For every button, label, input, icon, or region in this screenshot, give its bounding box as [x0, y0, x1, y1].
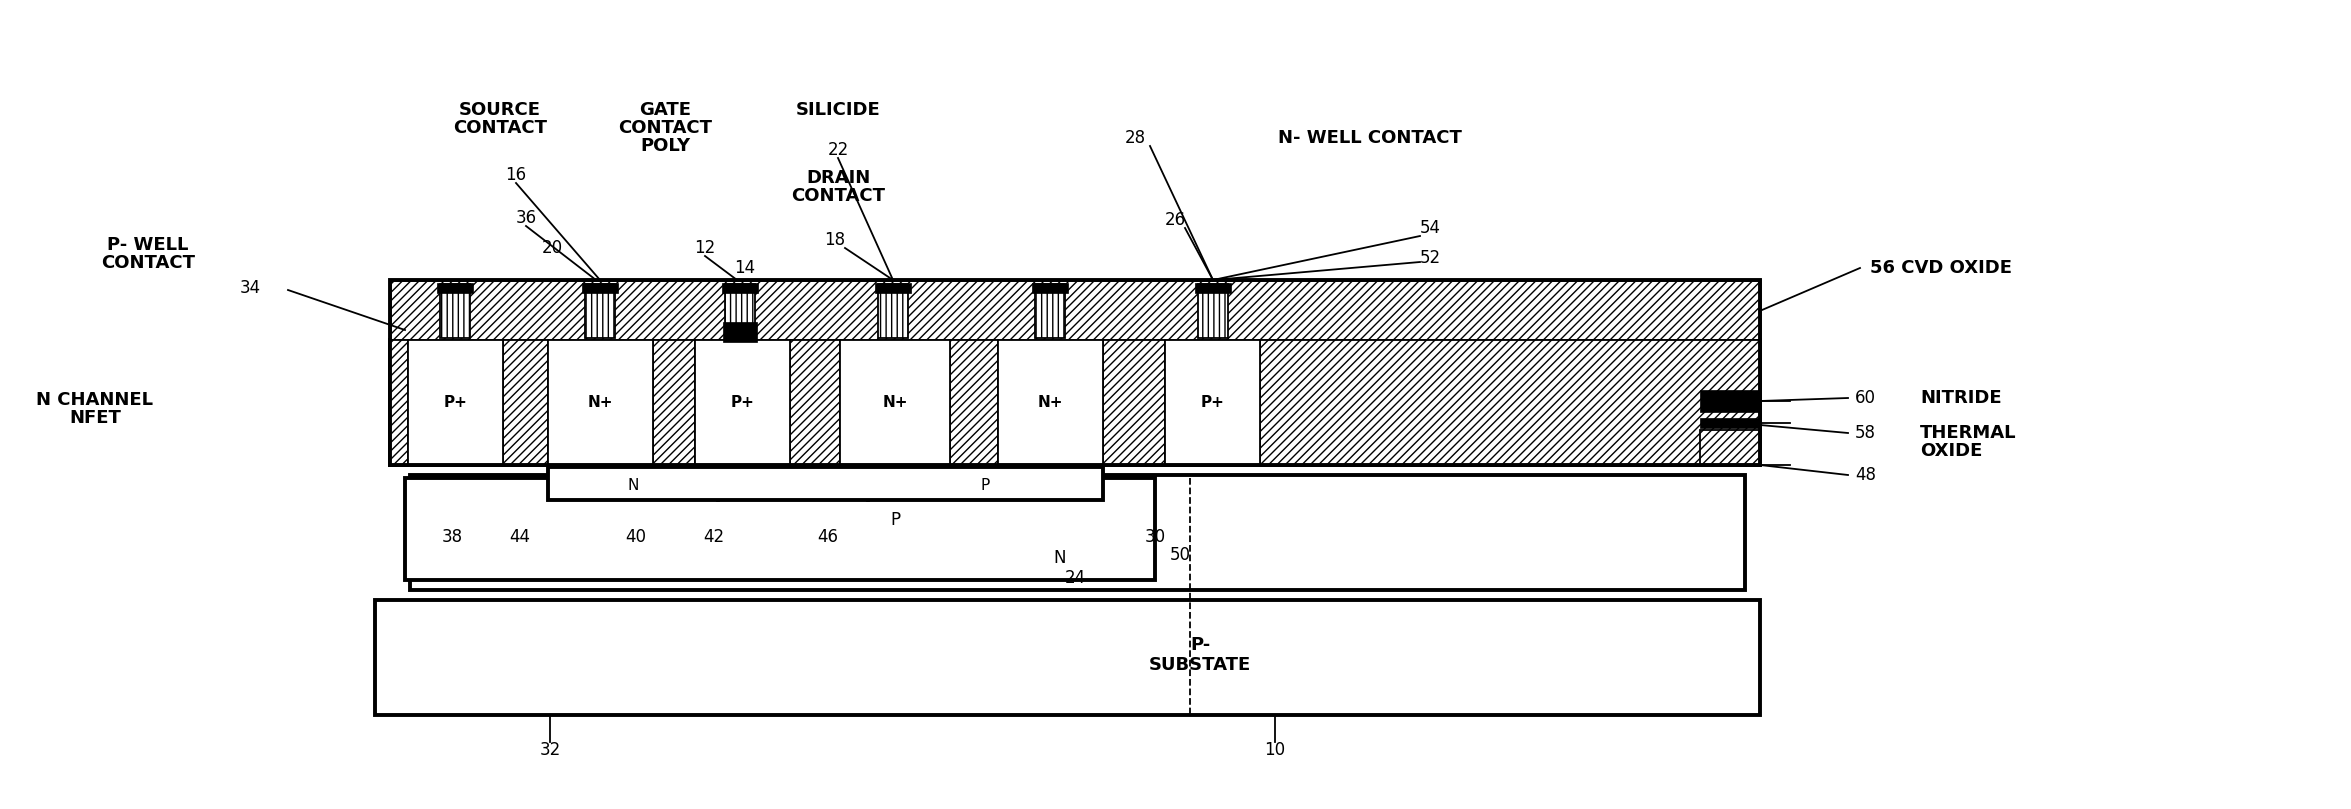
Text: 38: 38: [442, 528, 463, 546]
Bar: [437, 283, 473, 293]
Bar: [1700, 390, 1761, 412]
Bar: [1032, 283, 1067, 293]
Text: P- WELL: P- WELL: [108, 236, 188, 254]
Bar: [724, 284, 755, 338]
Text: N+: N+: [588, 395, 614, 410]
Text: CONTACT: CONTACT: [454, 119, 548, 137]
Text: N+: N+: [882, 395, 907, 410]
Text: CONTACT: CONTACT: [101, 254, 195, 272]
Bar: [654, 340, 696, 465]
Bar: [696, 340, 790, 465]
Text: N: N: [1053, 549, 1067, 567]
Text: 44: 44: [510, 528, 531, 546]
Text: P-: P-: [1190, 636, 1211, 654]
Text: 26: 26: [1164, 211, 1185, 229]
Text: THERMAL: THERMAL: [1921, 424, 2017, 442]
Text: GATE: GATE: [639, 101, 691, 119]
Text: SOURCE: SOURCE: [458, 101, 541, 119]
Text: 20: 20: [541, 239, 562, 257]
Text: 10: 10: [1265, 741, 1286, 759]
Text: 42: 42: [703, 528, 724, 546]
Bar: [1199, 284, 1227, 338]
Bar: [409, 475, 1744, 590]
Text: OXIDE: OXIDE: [1921, 442, 1982, 460]
Bar: [877, 284, 907, 338]
Text: 22: 22: [828, 141, 849, 159]
Bar: [390, 340, 409, 465]
Bar: [1700, 430, 1761, 465]
Bar: [1166, 340, 1260, 465]
Bar: [390, 340, 1761, 465]
Text: P: P: [980, 478, 990, 493]
Text: N- WELL CONTACT: N- WELL CONTACT: [1279, 129, 1462, 147]
Text: P+: P+: [1201, 395, 1225, 410]
Bar: [875, 283, 910, 293]
Text: 48: 48: [1855, 466, 1876, 484]
Bar: [390, 280, 1761, 465]
Text: NITRIDE: NITRIDE: [1921, 389, 2001, 407]
Bar: [999, 340, 1103, 465]
Bar: [1700, 418, 1761, 428]
Text: 14: 14: [734, 259, 755, 277]
Bar: [1194, 283, 1232, 293]
Text: 50: 50: [1168, 546, 1190, 564]
Bar: [950, 340, 999, 465]
Bar: [1034, 284, 1065, 338]
Bar: [839, 340, 950, 465]
Text: DRAIN: DRAIN: [806, 169, 870, 187]
Bar: [390, 280, 1761, 340]
Bar: [1742, 340, 1761, 465]
Bar: [585, 284, 616, 338]
Bar: [1103, 340, 1166, 465]
Text: 18: 18: [825, 231, 846, 249]
Bar: [1260, 340, 1761, 465]
Text: NFET: NFET: [68, 409, 120, 427]
Text: SUBSTATE: SUBSTATE: [1150, 656, 1251, 674]
Bar: [503, 340, 548, 465]
Text: 58: 58: [1855, 424, 1876, 442]
Text: 36: 36: [515, 209, 536, 227]
Text: 40: 40: [625, 528, 647, 546]
Text: N: N: [628, 478, 639, 493]
Bar: [722, 283, 757, 293]
Bar: [376, 600, 1761, 715]
Text: 52: 52: [1420, 249, 1441, 267]
Bar: [583, 283, 618, 293]
Text: 12: 12: [694, 239, 715, 257]
Bar: [404, 478, 1154, 580]
Bar: [724, 322, 757, 342]
Text: 56 CVD OXIDE: 56 CVD OXIDE: [1869, 259, 2012, 277]
Text: N CHANNEL: N CHANNEL: [38, 391, 153, 409]
Text: 46: 46: [818, 528, 839, 546]
Text: CONTACT: CONTACT: [618, 119, 712, 137]
Text: 16: 16: [505, 166, 527, 184]
Bar: [440, 284, 470, 338]
Bar: [548, 340, 654, 465]
Text: 34: 34: [240, 279, 261, 297]
Text: 60: 60: [1855, 389, 1876, 407]
Text: 54: 54: [1420, 219, 1441, 237]
Text: 28: 28: [1124, 129, 1145, 147]
Text: P+: P+: [444, 395, 468, 410]
Bar: [790, 340, 839, 465]
Text: 30: 30: [1145, 528, 1166, 546]
Text: POLY: POLY: [639, 137, 691, 155]
Text: CONTACT: CONTACT: [790, 187, 884, 205]
Bar: [548, 467, 1103, 500]
Text: P: P: [891, 511, 900, 529]
Text: N+: N+: [1037, 395, 1063, 410]
Bar: [409, 340, 503, 465]
Text: 32: 32: [538, 741, 560, 759]
Text: SILICIDE: SILICIDE: [795, 101, 879, 119]
Text: 24: 24: [1065, 569, 1086, 587]
Text: P+: P+: [731, 395, 755, 410]
